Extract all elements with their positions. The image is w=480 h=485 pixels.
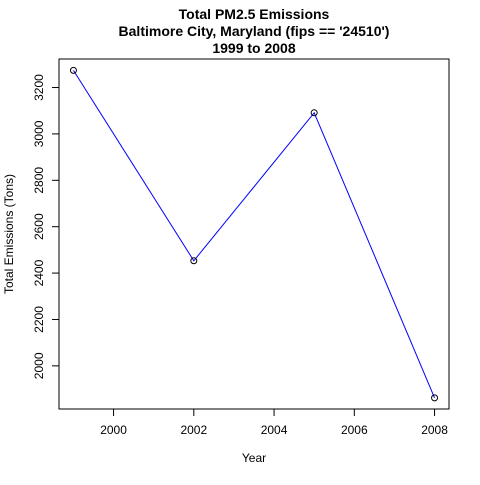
x-tick-label: 2002 [180, 423, 207, 437]
chart-title-line-1: Total PM2.5 Emissions [179, 6, 330, 22]
x-tick-label: 2008 [421, 423, 448, 437]
data-point [190, 257, 198, 265]
y-tick-label: 2800 [32, 167, 46, 194]
chart-title-line-3: 1999 to 2008 [212, 40, 295, 56]
x-axis: 2000 2002 2004 2006 2008 [100, 408, 448, 437]
x-tick-label: 2004 [261, 423, 288, 437]
data-point [310, 109, 318, 117]
x-axis-title: Year [242, 451, 266, 465]
y-tick-label: 3000 [32, 120, 46, 147]
y-tick-label: 2000 [32, 352, 46, 379]
data-point [69, 66, 77, 74]
chart-title-line-2: Baltimore City, Maryland (fips == '24510… [119, 23, 390, 39]
plot-area-frame [58, 58, 450, 410]
y-axis-title: Total Emissions (Tons) [2, 174, 16, 294]
y-axis: 2000 2200 2400 2600 2800 3000 3200 [32, 74, 60, 379]
x-tick-label: 2000 [100, 423, 127, 437]
series-layer [69, 66, 439, 402]
x-tick-label: 2006 [341, 423, 368, 437]
y-tick-label: 2200 [32, 306, 46, 333]
y-tick-label: 3200 [32, 74, 46, 101]
y-tick-label: 2400 [32, 259, 46, 286]
data-point [431, 394, 439, 402]
y-tick-label: 2600 [32, 213, 46, 240]
series-line [73, 70, 436, 399]
